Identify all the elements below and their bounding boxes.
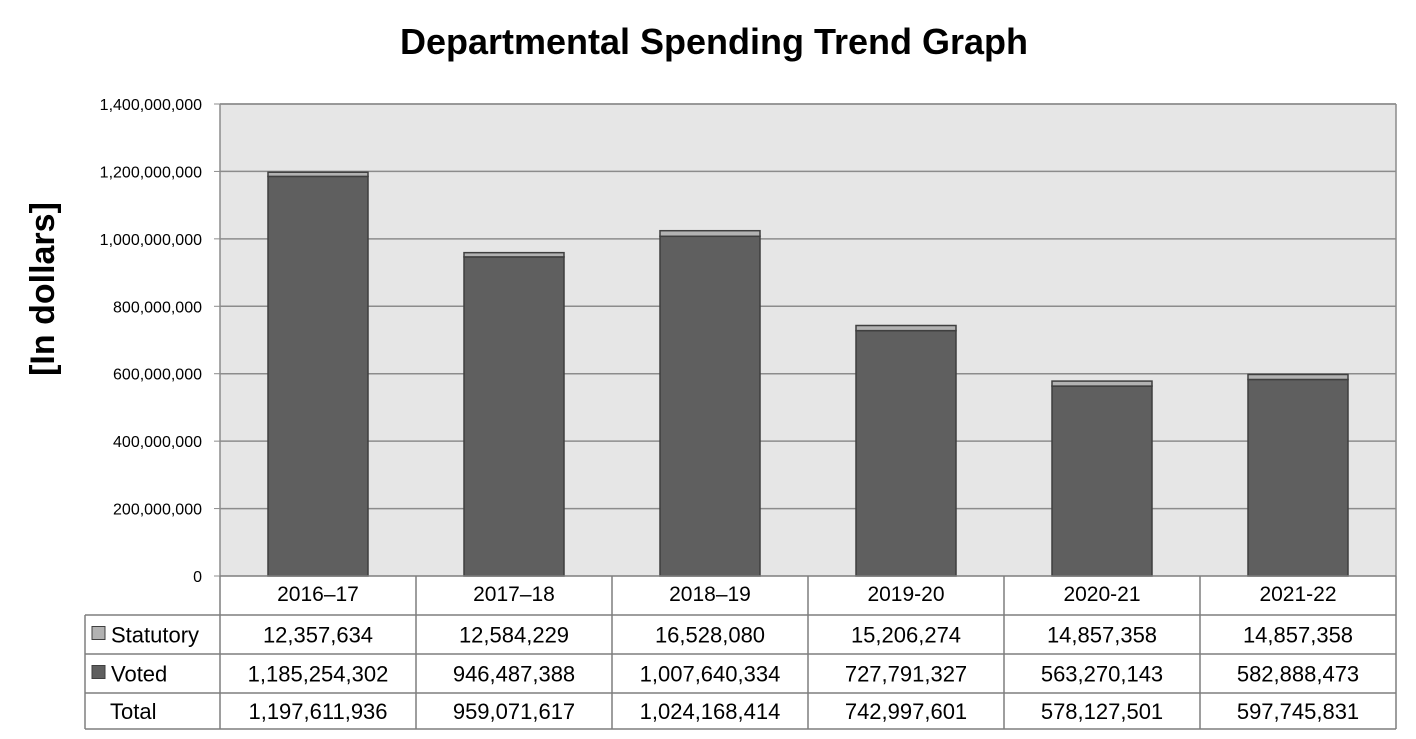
table-cell-statutory: 15,206,274 bbox=[851, 623, 961, 648]
category-label: 2016–17 bbox=[277, 583, 359, 606]
table-cell-total: 597,745,831 bbox=[1237, 699, 1359, 724]
table-cell-statutory: 14,857,358 bbox=[1243, 623, 1353, 648]
table-cell-total: 1,197,611,936 bbox=[248, 699, 387, 724]
table-cell-voted: 1,007,640,334 bbox=[640, 662, 781, 687]
total-row-label: Total bbox=[110, 699, 156, 724]
y-axis-label: [In dollars] bbox=[24, 202, 62, 376]
y-tick-label: 1,400,000,000 bbox=[100, 97, 202, 114]
table-cell-total: 578,127,501 bbox=[1041, 699, 1163, 724]
y-tick-label: 400,000,000 bbox=[113, 434, 202, 451]
legend-label-voted: Voted bbox=[111, 662, 167, 687]
table-cell-voted: 946,487,388 bbox=[453, 662, 575, 687]
bar-statutory-4 bbox=[1051, 380, 1153, 387]
table-cell-voted: 582,888,473 bbox=[1237, 662, 1359, 687]
bar-voted-1 bbox=[463, 256, 565, 577]
bars bbox=[267, 171, 1349, 577]
bar-voted-3 bbox=[855, 329, 957, 577]
gridlines bbox=[219, 103, 1397, 576]
y-tick-label: 200,000,000 bbox=[113, 502, 202, 519]
table-cell-statutory: 12,357,634 bbox=[263, 623, 373, 648]
data-table: 2016–17 2017–18 2018–19 2019-20 2020-21 2021-… bbox=[84, 575, 1397, 730]
category-label: 2018–19 bbox=[669, 583, 751, 606]
y-tick-label: 800,000,000 bbox=[113, 299, 202, 316]
bar-voted-2 bbox=[659, 235, 761, 577]
table-cell-total: 1,024,168,414 bbox=[640, 699, 781, 724]
table-cell-voted: 1,185,254,302 bbox=[248, 662, 389, 687]
bar-voted-0 bbox=[267, 175, 369, 577]
y-tick-label: 0 bbox=[193, 569, 202, 586]
legend-label-statutory: Statutory bbox=[111, 623, 199, 648]
table-cell-voted: 563,270,143 bbox=[1041, 662, 1163, 687]
category-label: 2019-20 bbox=[867, 583, 944, 606]
y-tick-label: 1,000,000,000 bbox=[100, 232, 202, 249]
table-cell-statutory: 14,857,358 bbox=[1047, 623, 1157, 648]
y-tick-label: 1,200,000,000 bbox=[100, 164, 202, 181]
category-label: 2021-22 bbox=[1259, 583, 1336, 606]
bar-statutory-1 bbox=[463, 251, 565, 258]
bar-voted-4 bbox=[1051, 385, 1153, 577]
legend-swatch-voted bbox=[91, 665, 106, 679]
category-label: 2017–18 bbox=[473, 583, 555, 606]
bar-statutory-3 bbox=[855, 324, 957, 332]
bar-voted-5 bbox=[1247, 378, 1349, 577]
table-cell-statutory: 16,528,080 bbox=[655, 623, 765, 648]
chart-title: Departmental Spending Trend Graph bbox=[400, 21, 1028, 62]
y-axis-ticks: 0 200,000,000 400,000,000 600,000,000 800,00… bbox=[100, 97, 220, 586]
bar-statutory-5 bbox=[1247, 373, 1349, 381]
bar-statutory-2 bbox=[659, 229, 761, 238]
category-label: 2020-21 bbox=[1063, 583, 1140, 606]
table-cell-total: 742,997,601 bbox=[845, 699, 967, 724]
table-cell-voted: 727,791,327 bbox=[845, 662, 967, 687]
y-tick-label: 600,000,000 bbox=[113, 367, 202, 384]
table-cell-statutory: 12,584,229 bbox=[459, 623, 569, 648]
plot-area bbox=[220, 104, 1396, 576]
bar-statutory-0 bbox=[267, 171, 369, 178]
legend-swatch-statutory bbox=[91, 626, 106, 640]
table-cell-total: 959,071,617 bbox=[453, 699, 575, 724]
